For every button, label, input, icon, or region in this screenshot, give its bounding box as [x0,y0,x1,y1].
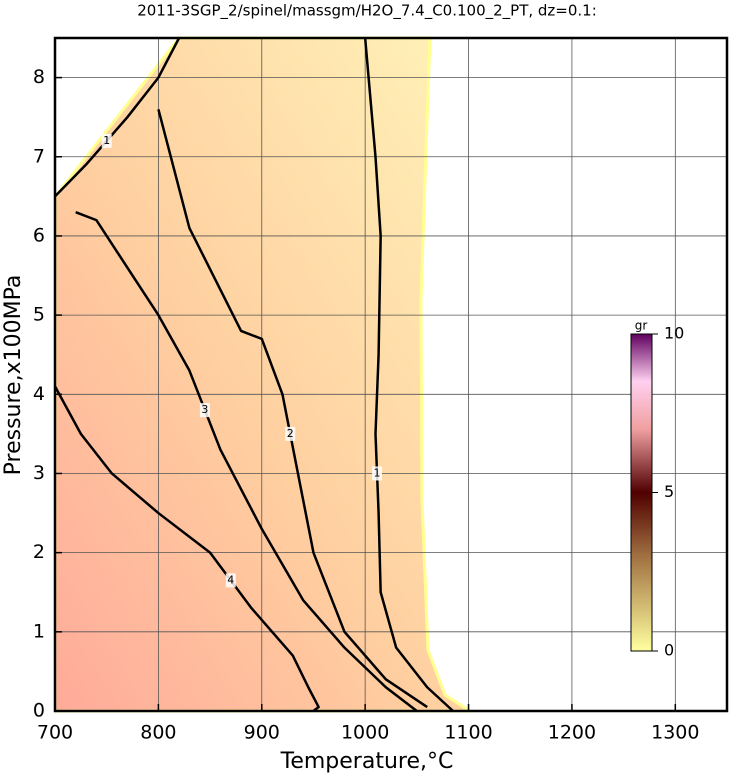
x-axis-label: Temperature,°C [280,749,454,774]
grid [54,38,727,712]
x-tick-label: 1100 [444,722,492,744]
y-tick-label: 4 [33,383,45,405]
y-tick-label: 2 [33,541,45,563]
contour-label-bg [372,466,383,481]
y-tick-label: 7 [33,145,45,167]
contour-label: 3 [201,403,208,416]
y-tick-label: 5 [33,304,45,326]
y-tick-label: 0 [33,700,45,722]
x-tick-label: 700 [37,722,73,744]
y-tick-label: 1 [33,620,45,642]
x-tick-label: 1200 [548,722,596,744]
x-tick-label: 1300 [651,722,699,744]
colorbar-label: gr [635,319,648,333]
contour-label: 1 [103,134,110,147]
colorbar-tick-label: 10 [664,324,684,343]
contours: 1 1 2 3 4 [53,37,454,712]
x-tick-label: 1000 [341,722,389,744]
colorbar-tick-label: 0 [664,641,674,660]
contour-label: 2 [287,427,294,440]
y-tick-label: 8 [33,66,45,88]
y-axis-label: Pressure,x100MPa [1,275,26,476]
contour-label-bg [101,133,112,148]
phase-field [53,36,476,713]
x-tick-label: 800 [140,722,176,744]
contour-line [75,211,418,712]
contour-label-bg [285,426,296,441]
colorbar-tick-label: 5 [664,482,674,501]
contour-label-bg [225,573,236,588]
contour-label: 1 [374,466,381,479]
colorbar [630,333,653,652]
contour-label-bg [199,403,210,418]
contour-line [54,37,181,198]
contour-label: 4 [227,573,234,586]
y-tick-label: 6 [33,224,45,246]
x-tick-label: 900 [244,722,280,744]
plot-frame [53,36,729,713]
y-tick-label: 3 [33,462,45,484]
chart-title: 2011-3SGP_2/spinel/massgm/H2O_7.4_C0.100… [137,2,597,21]
